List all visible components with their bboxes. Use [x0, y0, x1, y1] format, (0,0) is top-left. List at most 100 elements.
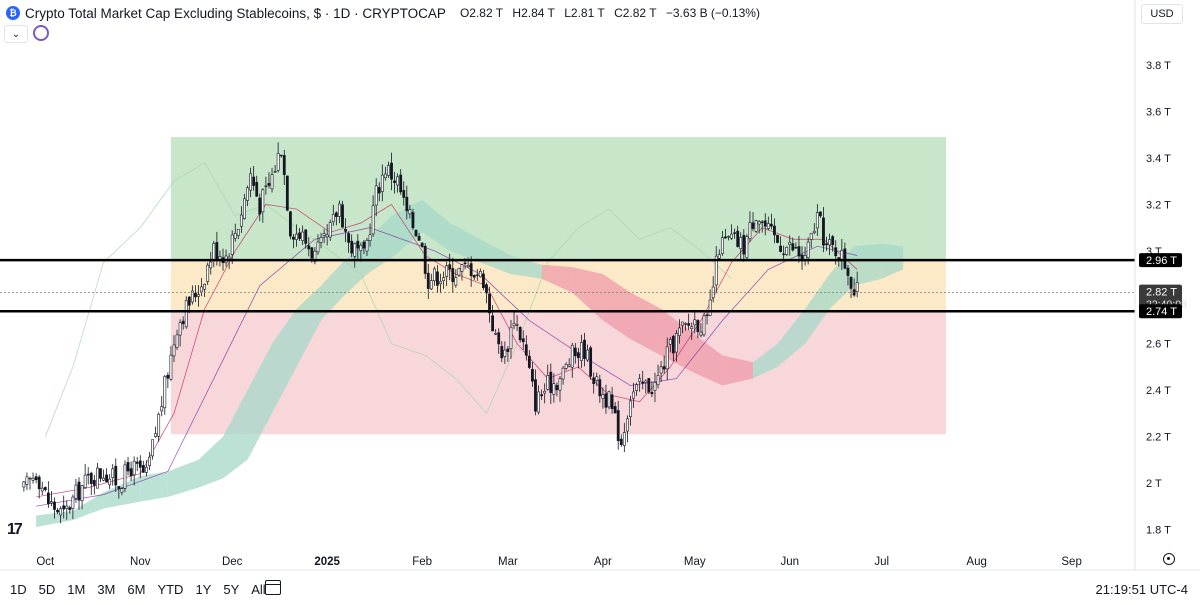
- candle: [141, 465, 145, 473]
- candle: [595, 376, 599, 381]
- candle: [543, 390, 547, 394]
- x-tick-label: Oct: [36, 556, 55, 568]
- timeframe-1y[interactable]: 1Y: [195, 582, 212, 597]
- candle: [586, 349, 589, 361]
- currency-button[interactable]: USD: [1141, 4, 1183, 24]
- candle: [233, 233, 237, 239]
- y-tick-label: 2.6 T: [1146, 339, 1171, 351]
- candle: [95, 467, 99, 489]
- timeframe-6m[interactable]: 6M: [127, 582, 146, 597]
- candle: [215, 242, 219, 260]
- cloud-segment: [321, 262, 343, 321]
- candle: [482, 273, 485, 289]
- candle: [567, 364, 571, 367]
- candle: [506, 348, 510, 352]
- candle: [56, 509, 59, 513]
- candle: [776, 234, 779, 243]
- timeframe-all[interactable]: All: [251, 582, 266, 597]
- cloud-segment: [72, 492, 104, 521]
- candle: [819, 211, 822, 217]
- candle: [794, 247, 798, 249]
- candle: [178, 322, 182, 336]
- cloud-segment: [247, 343, 273, 460]
- candle: [411, 212, 415, 229]
- candle: [601, 394, 605, 399]
- chart-header: ₿ Crypto Total Market Cap Excluding Stab…: [6, 3, 766, 23]
- y-tick-label: 3.6 T: [1146, 107, 1171, 119]
- candle: [589, 347, 593, 377]
- candle: [181, 320, 185, 325]
- candle: [760, 221, 764, 223]
- candle: [37, 476, 41, 490]
- candle: [500, 346, 504, 359]
- candle: [708, 299, 712, 316]
- calendar-range-icon[interactable]: [265, 580, 281, 595]
- cloud-segment: [630, 292, 662, 356]
- upper-level-label: 2.96 T: [1146, 255, 1177, 267]
- candle: [693, 319, 697, 326]
- candle: [503, 349, 507, 357]
- candle: [782, 253, 786, 256]
- candle: [267, 183, 271, 186]
- candle: [71, 496, 75, 509]
- cloud-segment: [422, 199, 450, 251]
- candle: [846, 267, 850, 276]
- candle: [769, 223, 773, 227]
- candle: [387, 165, 390, 176]
- candle: [527, 355, 531, 368]
- refresh-icon[interactable]: [33, 25, 49, 41]
- candle: [619, 438, 623, 446]
- x-tick-label: Sep: [1061, 556, 1081, 568]
- cloud-segment: [140, 471, 168, 502]
- candle: [748, 222, 752, 239]
- timeframe-5y[interactable]: 5Y: [223, 582, 240, 597]
- candle: [417, 235, 421, 241]
- candle: [451, 268, 455, 283]
- timeframe-3m[interactable]: 3M: [97, 582, 116, 597]
- timeframe-1m[interactable]: 1M: [67, 582, 86, 597]
- candle: [414, 230, 418, 237]
- candle: [809, 233, 813, 240]
- candle: [843, 248, 847, 269]
- candle: [31, 477, 35, 481]
- candle: [138, 460, 142, 468]
- candle: [347, 233, 351, 243]
- candle: [279, 154, 283, 157]
- candle: [252, 176, 256, 186]
- candle: [74, 484, 78, 499]
- candle: [436, 271, 439, 286]
- timeframe-5d[interactable]: 5D: [38, 582, 56, 597]
- candle: [439, 281, 442, 284]
- candle: [43, 487, 47, 490]
- time-axis[interactable]: Oct Nov Dec 2025 Feb Mar Apr May Jun Jul Aug Sep: [0, 556, 1200, 571]
- candle: [524, 344, 528, 356]
- candle: [77, 481, 81, 501]
- candle: [261, 189, 265, 213]
- candle: [668, 339, 672, 345]
- candle: [641, 381, 645, 384]
- candle: [209, 261, 213, 269]
- x-tick-label: Nov: [130, 556, 151, 568]
- chevron-down-icon[interactable]: ⌄: [4, 25, 28, 43]
- candle: [399, 174, 403, 193]
- candle: [53, 501, 56, 510]
- candle: [341, 204, 344, 228]
- candle: [117, 486, 121, 490]
- candle: [678, 327, 681, 336]
- candle: [276, 153, 280, 171]
- candle: [135, 461, 139, 464]
- candle: [295, 233, 298, 240]
- candle: [353, 243, 357, 257]
- timeframe-ytd[interactable]: YTD: [157, 582, 184, 597]
- y-tick-label: 2.2 T: [1146, 432, 1171, 444]
- symbol-title[interactable]: Crypto Total Market Cap Excluding Stable…: [25, 5, 446, 21]
- gear-icon[interactable]: [1163, 553, 1175, 565]
- candle: [273, 171, 277, 173]
- candle: [785, 246, 789, 255]
- candle: [564, 363, 568, 369]
- lower-level-label-box: [1139, 304, 1182, 319]
- timeframe-1d[interactable]: 1D: [10, 582, 27, 597]
- candle: [736, 230, 740, 247]
- candle: [129, 468, 133, 477]
